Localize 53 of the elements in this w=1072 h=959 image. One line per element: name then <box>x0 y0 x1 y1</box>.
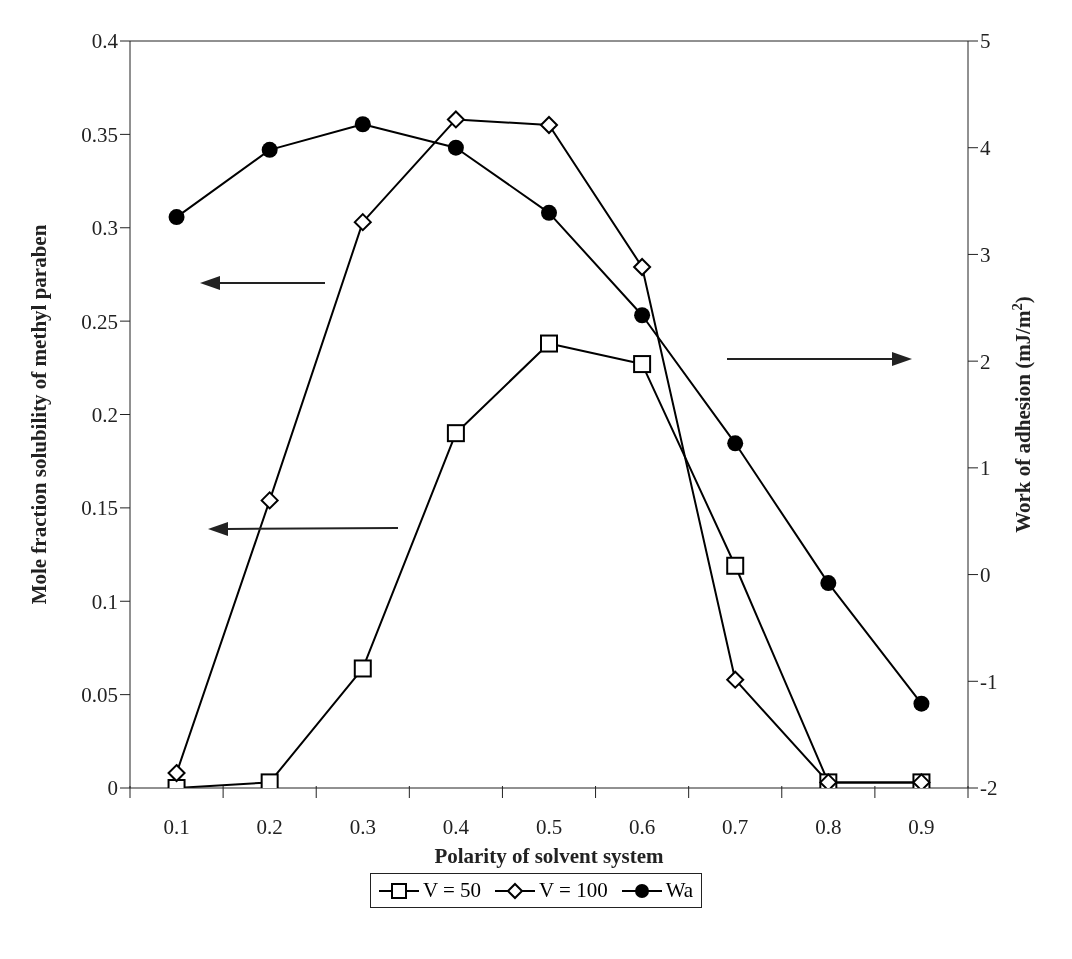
y-tick-label: 0.3 <box>91 216 118 241</box>
point <box>541 204 557 221</box>
y-tick-label: 0.05 <box>81 683 118 708</box>
y-tick-label: 0.25 <box>81 309 118 334</box>
point <box>446 424 465 443</box>
point <box>261 141 278 158</box>
y2-tick-label: 0 <box>980 563 991 588</box>
y-tick-label: 0.35 <box>81 122 118 147</box>
x-tick-label: 0.6 <box>628 815 656 839</box>
point <box>260 491 279 510</box>
y2-tick-label: 3 <box>980 242 991 267</box>
y-tick-label: 0 <box>107 776 118 801</box>
point <box>167 764 186 783</box>
legend-label: V = 50 <box>422 878 482 903</box>
point <box>820 575 837 592</box>
point <box>727 435 744 452</box>
point <box>913 695 930 712</box>
x-axis-title: Polarity of solvent system <box>434 844 665 868</box>
point <box>168 209 185 226</box>
x-tick-label: 0.2 <box>256 815 283 839</box>
y-tick-label: 0.4 <box>91 29 119 54</box>
point <box>354 116 371 133</box>
point <box>260 773 279 788</box>
point <box>633 355 652 374</box>
point <box>726 670 745 689</box>
y-tick-label: 0.15 <box>81 496 118 521</box>
point <box>447 139 464 156</box>
point <box>446 110 465 129</box>
point <box>634 307 651 324</box>
y2-tick-label: 1 <box>980 456 991 481</box>
x-tick-label: 0.8 <box>815 815 842 839</box>
y2-tick-label: -1 <box>980 669 998 694</box>
y2-tick-label: -2 <box>980 776 998 801</box>
y-tick-label: 0.2 <box>91 402 118 427</box>
x-tick-label: 0.3 <box>349 815 376 839</box>
x-tick-label: 0.9 <box>908 815 935 839</box>
y2-tick-label: 2 <box>980 349 991 374</box>
point <box>726 556 745 575</box>
y2-tick-label: 4 <box>980 136 991 161</box>
point <box>353 213 372 232</box>
legend-label: Wa <box>665 878 694 903</box>
x-tick-label: 0.1 <box>163 815 190 839</box>
point <box>540 334 558 353</box>
point <box>353 659 372 678</box>
x-tick-label: 0.4 <box>442 815 470 839</box>
y2-tick-label: 5 <box>980 29 991 54</box>
y-tick-label: 0.1 <box>91 589 118 614</box>
legend-label: V = 100 <box>539 878 608 903</box>
x-tick-label: 0.7 <box>722 815 749 839</box>
y-axis-title: Mole fraction solubility of methyl paraben <box>27 224 51 605</box>
point <box>540 116 558 135</box>
x-tick-label: 0.5 <box>535 815 563 839</box>
point <box>633 257 652 276</box>
